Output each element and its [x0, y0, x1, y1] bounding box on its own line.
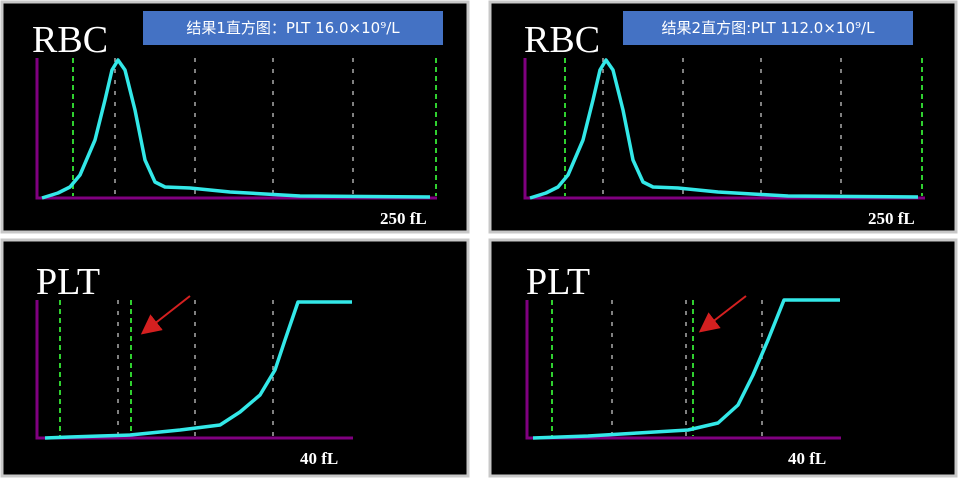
plt-histogram: PLT 40 fL	[488, 238, 958, 478]
plt-histogram: PLT 40 fL	[0, 238, 470, 478]
axis	[525, 300, 841, 440]
rbc-histogram: RBC 250 fL 结果2直方图:PLT 112.0×10⁹/L	[488, 0, 958, 234]
axis	[35, 300, 353, 440]
curve	[41, 58, 431, 200]
axis	[35, 58, 437, 200]
result-1: RBC 250 fL 结果1直方图：PLT 16.0×10⁹/L PLT 40 …	[0, 0, 470, 478]
axis-label: 250 fL	[868, 209, 915, 228]
rbc-histogram: RBC 250 fL 结果1直方图：PLT 16.0×10⁹/L	[0, 0, 470, 234]
banner-text: 结果1直方图：PLT 16.0×10⁹/L	[186, 19, 400, 37]
arrow	[698, 295, 747, 333]
histogram-label: RBC	[524, 19, 600, 61]
banner	[623, 11, 913, 45]
banner-text: 结果2直方图:PLT 112.0×10⁹/L	[662, 19, 876, 37]
curve	[529, 58, 919, 200]
axis-label: 250 fL	[380, 209, 427, 228]
banner	[143, 11, 443, 45]
histogram-label: PLT	[36, 261, 100, 303]
curve	[44, 300, 352, 440]
arrow	[140, 295, 191, 335]
curve	[532, 298, 840, 440]
axis-label: 40 fL	[788, 449, 826, 468]
histogram-label: PLT	[526, 261, 590, 303]
histogram-label: RBC	[32, 19, 108, 61]
axis	[523, 58, 925, 200]
axis-label: 40 fL	[300, 449, 338, 468]
result-2: RBC 250 fL 结果2直方图:PLT 112.0×10⁹/L PLT 40…	[488, 0, 958, 478]
